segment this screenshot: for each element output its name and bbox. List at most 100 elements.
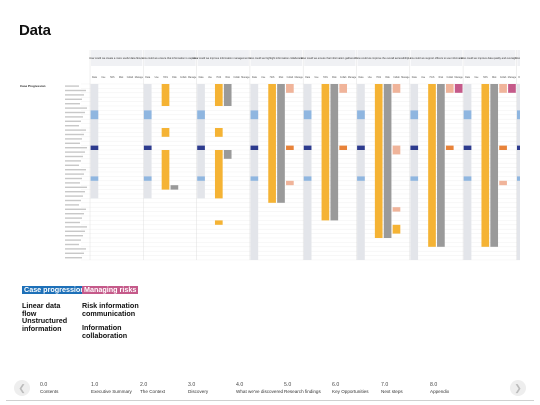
row-label-placeholder (65, 116, 83, 118)
row-label-placeholder (65, 125, 79, 127)
sub-column-label: Collab (287, 77, 294, 79)
sub-column-label: HAS (270, 76, 275, 79)
highlight-navy (143, 145, 152, 150)
bar-orange (499, 145, 507, 150)
sub-column-label: Risk (279, 77, 284, 79)
sub-column-label: HAS (376, 76, 381, 79)
column-group-header (197, 50, 249, 66)
sub-column-label: HAS (110, 76, 115, 79)
highlight-navy (410, 145, 419, 150)
row-label-placeholder (65, 164, 79, 166)
row-label-placeholder (65, 248, 86, 250)
row-label-placeholder (65, 226, 87, 228)
legend-linear-data-flow: Linear data flow (22, 301, 61, 318)
nav-item-2[interactable]: 2.0 The Context (140, 382, 165, 395)
highlight-light-blue (90, 110, 99, 120)
nav-item-1[interactable]: 1.0 Executive Summary (91, 382, 132, 395)
row-label-placeholder (65, 177, 82, 180)
bar-yellow (268, 84, 276, 203)
highlight-light-blue (90, 176, 99, 181)
bar-yellow (161, 84, 170, 106)
row-label-placeholder (65, 111, 85, 114)
bar-pink (454, 84, 463, 93)
column-group-title: How could we create a more useful data f… (89, 56, 145, 60)
row-label-placeholder (65, 195, 83, 197)
column-group-header (464, 50, 516, 66)
highlight-navy (463, 145, 472, 150)
column-group-header (357, 50, 409, 66)
bar-grey (490, 84, 499, 247)
highlight-light-blue (197, 176, 205, 181)
nav-item-6[interactable]: 6.0 Key Opportunities (332, 382, 369, 395)
bar-grey (170, 185, 179, 190)
nav-item-label: Contents (40, 389, 59, 394)
bar-grey (223, 150, 232, 159)
sub-column-label: Manage (401, 77, 410, 79)
bar-peach (445, 84, 454, 93)
highlight-light-blue (517, 110, 520, 120)
nav-item-7[interactable]: 7.0 Next steps (381, 382, 403, 395)
nav-item-label: The Context (140, 389, 166, 394)
row-label-placeholder (65, 257, 82, 259)
shaded-column (143, 84, 152, 199)
row-label-placeholder (65, 191, 85, 193)
bar-orange (339, 145, 348, 150)
row-label-placeholder (65, 230, 85, 232)
nav-item-number: 5.0 (284, 382, 292, 388)
highlight-light-blue (143, 110, 152, 120)
row-label-placeholder (65, 217, 82, 219)
column-group-header (304, 50, 356, 66)
highlight-navy (250, 145, 259, 150)
nav-item-0[interactable]: 0.0 Contents (40, 382, 58, 395)
divider (6, 400, 534, 401)
chevron-left-icon[interactable]: ❮ (14, 380, 30, 396)
sub-column-label: Use (261, 77, 266, 79)
nav-item-3[interactable]: 3.0 Discovery (188, 382, 208, 395)
highlight-light-blue (143, 176, 152, 181)
column-group-title: How could we support officers to use inf… (409, 56, 465, 60)
row-label-placeholder (65, 129, 86, 131)
row-label-placeholder (65, 243, 79, 246)
bar-yellow (321, 84, 330, 221)
nav-item-number: 6.0 (332, 382, 340, 388)
nav-item-8[interactable]: 8.0 Appendix (430, 382, 449, 395)
highlight-navy (357, 145, 365, 150)
bar-pink (508, 84, 516, 93)
row-label-placeholder (65, 85, 79, 87)
row-label-placeholder (65, 169, 86, 171)
nav-item-4[interactable]: 4.0 What we've discovered (236, 382, 283, 395)
sub-column-label: Collab (500, 77, 507, 79)
highlight-light-blue (463, 176, 472, 181)
nav-item-5[interactable]: 5.0 Research findings (284, 382, 321, 395)
highlight-light-blue (517, 176, 520, 181)
sub-column-label: Manage (455, 77, 464, 79)
row-group-label: Case Progression (20, 84, 46, 88)
shaded-column (410, 84, 419, 260)
highlight-light-blue (463, 110, 472, 120)
sub-column-label: Data (199, 76, 205, 79)
bar-grey (223, 84, 232, 106)
sub-column-label: Manage (135, 77, 144, 79)
bar-yellow (428, 84, 436, 247)
shaded-column (90, 84, 99, 199)
highlight-light-blue (303, 110, 312, 120)
nav-item-number: 3.0 (188, 382, 196, 388)
highlight-light-blue (410, 176, 419, 181)
sub-column-label: Data (465, 76, 471, 79)
row-label-placeholder (65, 173, 84, 175)
chevron-right-icon[interactable]: ❯ (510, 380, 526, 396)
shaded-column (303, 84, 312, 260)
row-label-placeholder (65, 235, 83, 237)
bar-peach (392, 84, 401, 93)
sub-column-label: Data (92, 76, 98, 79)
bar-yellow (374, 84, 383, 238)
sub-column-label: Collab (393, 77, 400, 79)
bar-yellow (214, 150, 223, 199)
legend-case-progression: Case progression (22, 285, 87, 294)
row-label-placeholder (65, 142, 80, 144)
sub-column-label: Data (305, 76, 311, 79)
sub-column-label: HAS (163, 76, 168, 79)
bar-yellow (214, 220, 223, 225)
legend-managing-risks: Managing risks (82, 285, 139, 294)
row-label-placeholder (65, 204, 79, 206)
